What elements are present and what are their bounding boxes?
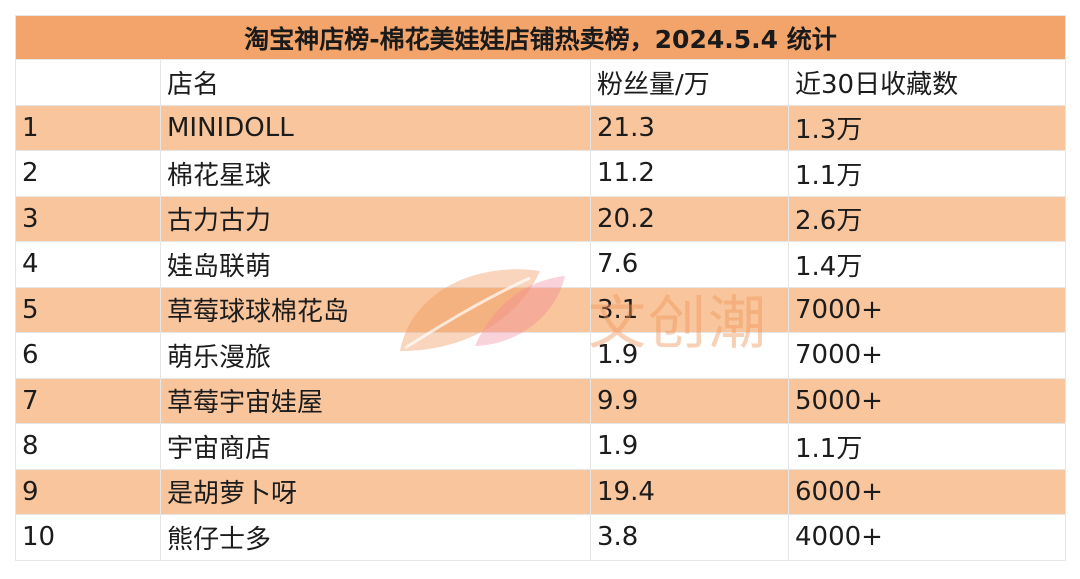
cell-favorites: 1.4万 bbox=[787, 241, 1067, 288]
cell-rank: 9 bbox=[15, 468, 161, 515]
table-header-row: 店名 粉丝量/万 近30日收藏数 bbox=[15, 59, 1067, 106]
cell-rank: 4 bbox=[15, 241, 161, 288]
cell-favorites: 1.1万 bbox=[787, 150, 1067, 197]
table-row: 2 棉花星球 11.2 1.1万 bbox=[15, 150, 1067, 197]
table-row: 5 草莓球球棉花岛 3.1 7000+ bbox=[15, 286, 1067, 333]
cell-rank: 6 bbox=[15, 332, 161, 379]
cell-fans: 1.9 bbox=[590, 332, 789, 379]
cell-shop-name: 草莓宇宙娃屋 bbox=[160, 377, 591, 424]
cell-shop-name: 宇宙商店 bbox=[160, 423, 591, 470]
table-row: 10 熊仔士多 3.8 4000+ bbox=[15, 514, 1067, 561]
cell-rank: 1 bbox=[15, 104, 161, 151]
table-row: 7 草莓宇宙娃屋 9.9 5000+ bbox=[15, 377, 1067, 424]
cell-shop-name: 草莓球球棉花岛 bbox=[160, 286, 591, 333]
table-row: 1 MINIDOLL 21.3 1.3万 bbox=[15, 104, 1067, 151]
table-row: 3 古力古力 20.2 2.6万 bbox=[15, 195, 1067, 242]
cell-fans: 20.2 bbox=[590, 195, 789, 242]
cell-favorites: 7000+ bbox=[787, 286, 1067, 333]
ranking-table-frame: 淘宝神店榜-棉花美娃娃店铺热卖榜，2024.5.4 统计 店名 粉丝量/万 近3… bbox=[14, 15, 1067, 561]
cell-favorites: 6000+ bbox=[787, 468, 1067, 515]
cell-fans: 7.6 bbox=[590, 241, 789, 288]
cell-rank: 5 bbox=[15, 286, 161, 333]
cell-fans: 21.3 bbox=[590, 104, 789, 151]
cell-rank: 7 bbox=[15, 377, 161, 424]
table-title-row: 淘宝神店榜-棉花美娃娃店铺热卖榜，2024.5.4 统计 bbox=[14, 15, 1067, 60]
cell-fans: 3.8 bbox=[590, 514, 789, 561]
cell-rank: 10 bbox=[15, 514, 161, 561]
cell-favorites: 5000+ bbox=[787, 377, 1067, 424]
table-title: 淘宝神店榜-棉花美娃娃店铺热卖榜，2024.5.4 统计 bbox=[14, 15, 1067, 60]
table-row: 6 萌乐漫旅 1.9 7000+ bbox=[15, 332, 1067, 379]
cell-shop-name: 棉花星球 bbox=[160, 150, 591, 197]
table-row: 4 娃岛联萌 7.6 1.4万 bbox=[15, 241, 1067, 288]
cell-shop-name: 是胡萝卜呀 bbox=[160, 468, 591, 515]
cell-fans: 9.9 bbox=[590, 377, 789, 424]
cell-shop-name: 娃岛联萌 bbox=[160, 241, 591, 288]
cell-favorites: 4000+ bbox=[787, 514, 1067, 561]
cell-favorites: 7000+ bbox=[787, 332, 1067, 379]
cell-rank: 2 bbox=[15, 150, 161, 197]
cell-favorites: 1.1万 bbox=[787, 423, 1067, 470]
cell-fans: 19.4 bbox=[590, 468, 789, 515]
header-favorites: 近30日收藏数 bbox=[787, 59, 1067, 106]
cell-rank: 3 bbox=[15, 195, 161, 242]
cell-shop-name: 古力古力 bbox=[160, 195, 591, 242]
header-rank bbox=[15, 59, 161, 106]
table-row: 9 是胡萝卜呀 19.4 6000+ bbox=[15, 468, 1067, 515]
header-shop-name: 店名 bbox=[160, 59, 591, 106]
header-fans: 粉丝量/万 bbox=[590, 59, 789, 106]
cell-rank: 8 bbox=[15, 423, 161, 470]
cell-fans: 1.9 bbox=[590, 423, 789, 470]
table-row: 8 宇宙商店 1.9 1.1万 bbox=[15, 423, 1067, 470]
cell-fans: 3.1 bbox=[590, 286, 789, 333]
cell-shop-name: 熊仔士多 bbox=[160, 514, 591, 561]
cell-shop-name: MINIDOLL bbox=[160, 104, 591, 151]
cell-fans: 11.2 bbox=[590, 150, 789, 197]
cell-shop-name: 萌乐漫旅 bbox=[160, 332, 591, 379]
ranking-table: 淘宝神店榜-棉花美娃娃店铺热卖榜，2024.5.4 统计 店名 粉丝量/万 近3… bbox=[14, 15, 1067, 561]
cell-favorites: 2.6万 bbox=[787, 195, 1067, 242]
cell-favorites: 1.3万 bbox=[787, 104, 1067, 151]
